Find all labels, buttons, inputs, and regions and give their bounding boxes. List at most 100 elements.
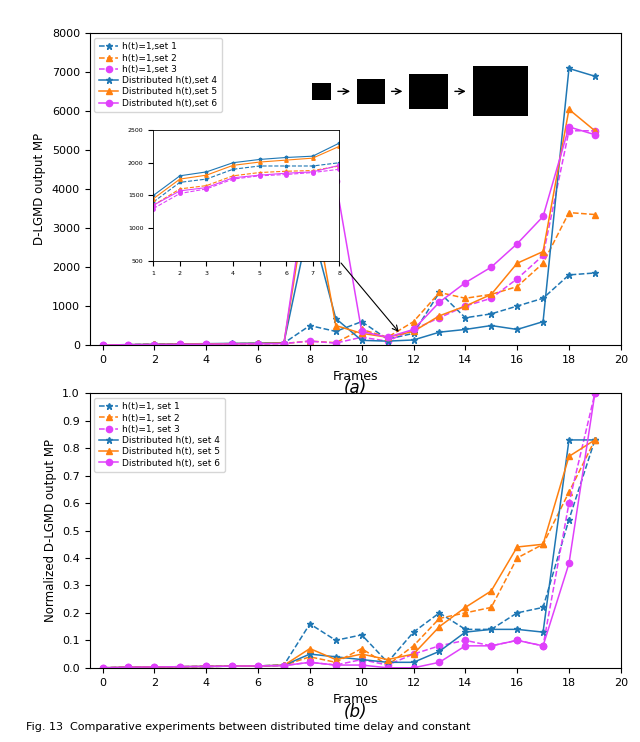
- Text: (a): (a): [344, 379, 367, 397]
- Distributed h(t), set 6: [306, 658, 314, 667]
- h(t)=1,set 1: [332, 327, 340, 336]
- h(t)=1, set 3: [565, 499, 573, 508]
- h(t)=1,set 1: [358, 318, 365, 326]
- Distributed h(t), set 6: [540, 641, 547, 650]
- Distributed h(t),set 5: [358, 329, 365, 338]
- h(t)=1, set 3: [436, 641, 444, 650]
- Distributed h(t),set 4: [410, 335, 417, 344]
- Distributed h(t), set 6: [99, 663, 106, 672]
- h(t)=1,set 3: [254, 339, 262, 348]
- Distributed h(t), set 4: [488, 625, 495, 634]
- h(t)=1,set 2: [254, 339, 262, 348]
- h(t)=1,set 3: [332, 338, 340, 347]
- Distributed h(t), set 5: [513, 542, 521, 551]
- Distributed h(t),set 4: [254, 338, 262, 347]
- Distributed h(t), set 4: [254, 661, 262, 670]
- h(t)=1,set 3: [358, 332, 365, 341]
- Distributed h(t),set 6: [99, 341, 106, 349]
- h(t)=1,set 2: [306, 337, 314, 346]
- h(t)=1, set 2: [358, 644, 365, 653]
- h(t)=1, set 2: [410, 641, 417, 650]
- Distributed h(t), set 5: [488, 586, 495, 595]
- h(t)=1, set 3: [410, 650, 417, 659]
- h(t)=1, set 1: [254, 661, 262, 670]
- h(t)=1, set 1: [332, 636, 340, 645]
- Distributed h(t), set 4: [150, 663, 158, 672]
- Distributed h(t), set 4: [565, 436, 573, 444]
- h(t)=1, set 2: [461, 608, 469, 617]
- Distributed h(t), set 5: [565, 452, 573, 461]
- h(t)=1,set 2: [125, 341, 132, 349]
- h(t)=1,set 1: [436, 288, 444, 297]
- h(t)=1, set 3: [488, 641, 495, 650]
- Distributed h(t),set 6: [332, 177, 340, 186]
- Distributed h(t),set 4: [228, 339, 236, 348]
- Distributed h(t), set 6: [228, 662, 236, 671]
- h(t)=1,set 1: [99, 341, 106, 349]
- Distributed h(t),set 5: [125, 341, 132, 349]
- Distributed h(t),set 5: [488, 290, 495, 299]
- Distributed h(t),set 4: [332, 314, 340, 323]
- h(t)=1,set 3: [306, 337, 314, 346]
- Distributed h(t),set 5: [228, 339, 236, 348]
- h(t)=1, set 3: [202, 662, 210, 671]
- Distributed h(t),set 6: [565, 122, 573, 131]
- Distributed h(t), set 4: [410, 658, 417, 667]
- h(t)=1, set 1: [150, 663, 158, 672]
- Distributed h(t),set 6: [384, 332, 392, 341]
- X-axis label: Frames: Frames: [332, 370, 378, 384]
- h(t)=1,set 3: [540, 251, 547, 260]
- Distributed h(t), set 5: [358, 650, 365, 659]
- h(t)=1,set 1: [565, 270, 573, 279]
- Distributed h(t), set 4: [177, 663, 184, 672]
- h(t)=1, set 2: [488, 603, 495, 612]
- Distributed h(t),set 6: [513, 239, 521, 248]
- Distributed h(t),set 5: [306, 177, 314, 186]
- Distributed h(t), set 6: [565, 559, 573, 568]
- h(t)=1,set 1: [410, 329, 417, 338]
- Line: Distributed h(t), set 6: Distributed h(t), set 6: [99, 390, 598, 671]
- h(t)=1, set 1: [540, 603, 547, 612]
- Distributed h(t), set 5: [436, 622, 444, 631]
- h(t)=1,set 1: [150, 340, 158, 349]
- h(t)=1, set 2: [228, 662, 236, 671]
- h(t)=1, set 1: [202, 662, 210, 671]
- h(t)=1,set 2: [565, 208, 573, 217]
- Distributed h(t), set 5: [540, 540, 547, 549]
- h(t)=1, set 3: [280, 661, 288, 670]
- Distributed h(t), set 5: [202, 662, 210, 671]
- Distributed h(t), set 5: [306, 644, 314, 653]
- h(t)=1, set 1: [228, 662, 236, 671]
- Distributed h(t),set 4: [591, 72, 599, 81]
- Distributed h(t), set 5: [461, 603, 469, 612]
- h(t)=1, set 2: [540, 540, 547, 549]
- h(t)=1,set 1: [461, 313, 469, 322]
- Distributed h(t),set 4: [177, 340, 184, 349]
- h(t)=1, set 2: [591, 436, 599, 444]
- Line: h(t)=1, set 3: h(t)=1, set 3: [99, 390, 598, 671]
- Distributed h(t), set 4: [125, 663, 132, 672]
- h(t)=1, set 2: [513, 554, 521, 562]
- h(t)=1, set 3: [591, 389, 599, 398]
- Distributed h(t), set 6: [177, 663, 184, 672]
- Distributed h(t),set 5: [150, 340, 158, 349]
- Distributed h(t), set 5: [228, 662, 236, 671]
- h(t)=1,set 2: [280, 339, 288, 348]
- h(t)=1, set 3: [254, 661, 262, 670]
- Distributed h(t), set 6: [202, 662, 210, 671]
- h(t)=1, set 1: [358, 631, 365, 640]
- h(t)=1, set 1: [280, 660, 288, 669]
- h(t)=1,set 1: [513, 301, 521, 310]
- Distributed h(t), set 6: [488, 641, 495, 650]
- h(t)=1, set 2: [150, 663, 158, 672]
- h(t)=1, set 2: [99, 663, 106, 672]
- h(t)=1, set 2: [565, 487, 573, 496]
- Distributed h(t),set 6: [306, 161, 314, 170]
- h(t)=1,set 3: [99, 341, 106, 349]
- Distributed h(t), set 5: [150, 663, 158, 672]
- Distributed h(t),set 4: [436, 328, 444, 337]
- Distributed h(t), set 4: [202, 662, 210, 671]
- h(t)=1,set 2: [513, 282, 521, 291]
- h(t)=1, set 1: [99, 663, 106, 672]
- h(t)=1,set 1: [306, 321, 314, 330]
